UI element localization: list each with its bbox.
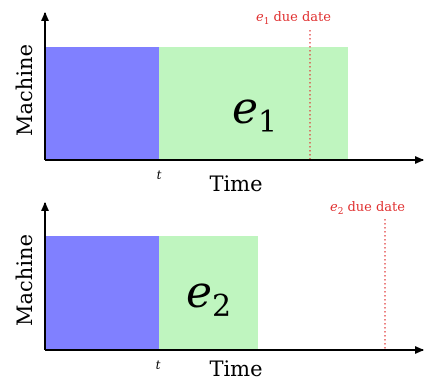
due-date-label-1: e1 due date xyxy=(256,10,331,27)
x-axis-label-2: Time xyxy=(209,357,262,381)
job-e1-label: e1 xyxy=(232,83,277,140)
y-axis-label-1: Machine xyxy=(13,44,37,136)
panel-1: Machine Time t e1 e1 due date xyxy=(13,10,424,196)
prior-work-block-2 xyxy=(45,236,159,350)
x-axis-label-1: Time xyxy=(209,172,262,196)
job-e2-label: e2 xyxy=(186,267,231,324)
y-axis-label-2: Machine xyxy=(13,234,37,326)
prior-work-block-1 xyxy=(45,47,159,160)
job-e1-block xyxy=(159,47,348,160)
due-date-label-2: e2 due date xyxy=(330,200,405,217)
job-e2-block xyxy=(159,236,258,350)
t-tick-label-1: t xyxy=(157,168,162,182)
t-tick-label-2: t xyxy=(156,358,161,372)
panel-2: Machine Time t e2 e2 due date xyxy=(13,200,424,381)
